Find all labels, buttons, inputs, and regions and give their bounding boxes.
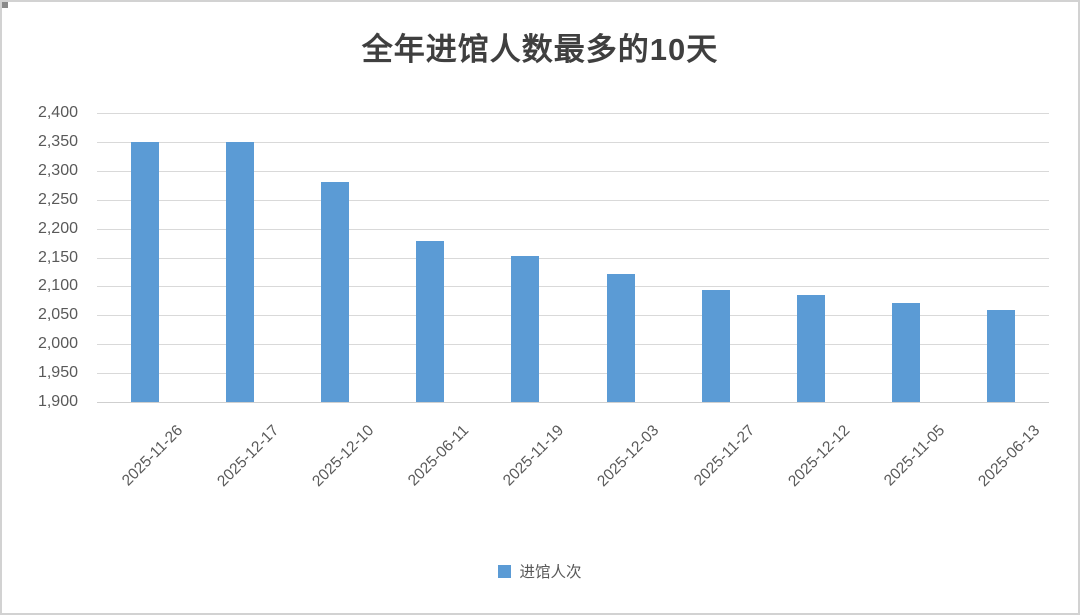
gridline xyxy=(97,199,1049,201)
x-axis-tick-label: 2025-06-11 xyxy=(404,422,473,490)
x-axis-tick-label: 2025-06-13 xyxy=(975,422,1044,491)
x-axis-tick-label: 2025-11-05 xyxy=(880,422,949,490)
y-axis-tick-label: 2,400 xyxy=(37,104,78,121)
y-axis-tick-label: 2,100 xyxy=(37,277,78,295)
gridline xyxy=(97,315,1049,317)
y-axis-tick-label: 2,050 xyxy=(37,306,78,324)
legend: 进馆人次 xyxy=(2,560,1078,582)
y-axis-tick-label: 1,950 xyxy=(37,364,78,382)
bar-2025-06-11 xyxy=(416,241,445,402)
x-axis-tick-label: 2025-12-12 xyxy=(784,422,854,491)
legend-color-swatch xyxy=(498,564,512,578)
x-axis-tick-label: 2025-11-19 xyxy=(500,422,568,490)
x-axis-tick-label: 2025-12-10 xyxy=(308,422,378,491)
y-axis-tick-label: 1,900 xyxy=(37,393,78,410)
y-axis-tick-label: 2,200 xyxy=(37,219,78,237)
y-axis-tick-label: 2,300 xyxy=(37,161,78,179)
bar-2025-11-05 xyxy=(892,302,921,402)
bar-2025-12-17 xyxy=(225,141,254,402)
legend-series-label: 进馆人次 xyxy=(519,564,582,581)
window-corner-artifact xyxy=(2,2,8,8)
bar-2025-11-19 xyxy=(511,255,540,402)
gridline xyxy=(97,228,1049,230)
x-axis-tick-label: 2025-12-17 xyxy=(213,422,282,491)
gridline xyxy=(97,141,1049,143)
x-axis-line xyxy=(97,402,1049,403)
x-axis-tick-label: 2025-11-26 xyxy=(119,422,187,490)
bar-2025-11-27 xyxy=(701,289,730,402)
x-axis-tick-label: 2025-11-27 xyxy=(690,422,758,490)
bar-2025-12-03 xyxy=(606,274,635,402)
gridline xyxy=(97,170,1049,172)
bar-2025-12-12 xyxy=(797,295,825,402)
gridline xyxy=(97,257,1049,259)
y-axis-tick-label: 2,250 xyxy=(37,190,78,208)
y-axis-tick-label: 2,350 xyxy=(37,132,78,150)
bar-2025-12-10 xyxy=(321,182,349,402)
bar-2025-11-26 xyxy=(130,141,159,402)
gridline xyxy=(97,344,1049,346)
chart-title: 全年进馆人数最多的10天 xyxy=(361,32,719,67)
gridline xyxy=(97,286,1049,288)
bar-2025-06-13 xyxy=(987,309,1016,402)
gridline xyxy=(97,113,1049,114)
y-axis-tick-label: 2,150 xyxy=(37,248,78,266)
y-axis-tick-label: 2,000 xyxy=(37,335,78,353)
gridline xyxy=(97,373,1049,375)
x-axis-tick-label: 2025-12-03 xyxy=(594,422,663,491)
